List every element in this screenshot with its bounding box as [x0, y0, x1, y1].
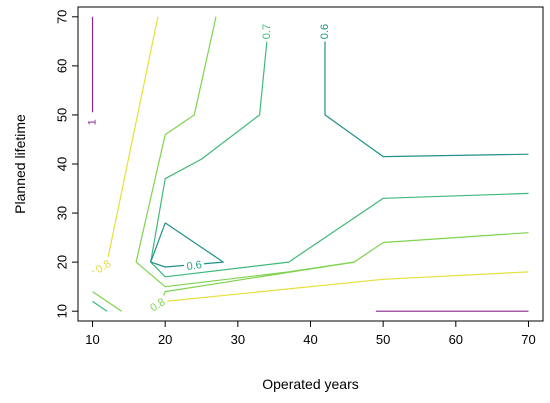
- x-tick-label: 40: [303, 332, 317, 347]
- contour-label: 0.7: [261, 24, 273, 39]
- contour-level-2: 0.8: [92, 16, 529, 316]
- contour-label: 1: [87, 119, 99, 125]
- x-tick-label: 60: [449, 332, 463, 347]
- y-tick-label: 30: [55, 206, 70, 220]
- contour-label-backdrop: [91, 256, 116, 278]
- contour-label-backdrop: [146, 294, 170, 316]
- x-tick-label: 10: [85, 332, 99, 347]
- y-tick-label: 40: [55, 157, 70, 171]
- y-tick-label: 10: [55, 304, 70, 318]
- contour-level-4: 0.6: [150, 21, 529, 268]
- contour-line: [135, 16, 217, 263]
- x-axis: 10 20 30 40 50 60 70: [85, 321, 536, 347]
- contour-line: [92, 300, 108, 312]
- contour-level-5: 0.6: [183, 258, 205, 274]
- plot-area: 10.80.80.7 0.60.6: [86, 16, 529, 316]
- contour-line: [324, 41, 529, 158]
- contour-line: [150, 41, 268, 263]
- contour-label-backdrop: [86, 112, 99, 133]
- y-tick-label: 20: [55, 255, 70, 269]
- contour-label: 0.6: [186, 259, 203, 273]
- contour-level-3: 0.7: [92, 21, 529, 312]
- contour-line: [150, 222, 224, 268]
- contour-label-backdrop: [319, 21, 332, 42]
- y-tick-label: 50: [55, 108, 70, 122]
- x-tick-label: 50: [376, 332, 390, 347]
- contour-label-backdrop: [183, 258, 205, 274]
- y-axis: 10 20 30 40 50 60 70: [55, 10, 78, 318]
- contour-level-0: 1: [86, 16, 529, 312]
- contour-label: 0.6: [319, 24, 331, 39]
- x-tick-label: 30: [231, 332, 245, 347]
- contour-line: [150, 192, 529, 278]
- contour-label-backdrop: [260, 21, 273, 42]
- y-axis-label: Planned lifetime: [12, 114, 28, 214]
- x-tick-label: 20: [158, 332, 172, 347]
- x-axis-label: Operated years: [262, 376, 359, 392]
- y-tick-label: 60: [55, 59, 70, 73]
- x-tick-label: 70: [521, 332, 535, 347]
- y-tick-label: 70: [55, 10, 70, 24]
- contour-line: [92, 291, 122, 312]
